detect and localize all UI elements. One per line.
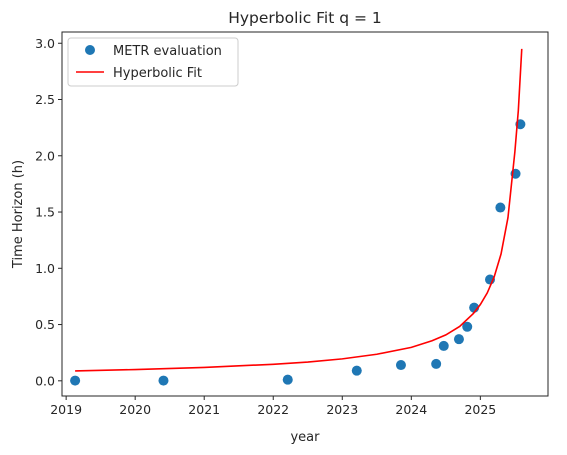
x-tick-label: 2025 (464, 402, 496, 417)
legend-box (67, 37, 239, 87)
legend: METR evaluation Hyperbolic Fit (67, 37, 239, 87)
x-tick-label: 2021 (188, 402, 220, 417)
y-tick-label: 3.0 (35, 36, 55, 51)
x-tick-label: 2019 (50, 402, 82, 417)
data-point (282, 374, 293, 385)
data-point (431, 358, 442, 369)
x-tick-label: 2023 (326, 402, 358, 417)
y-tick-label: 2.0 (35, 148, 55, 163)
fit-line (75, 48, 523, 372)
y-tick-label: 1.0 (35, 261, 55, 276)
data-point (351, 365, 362, 376)
data-point (70, 375, 81, 386)
legend-label-scatter: METR evaluation (113, 44, 222, 59)
x-tick-label: 2022 (257, 402, 289, 417)
y-axis-label: Time Horizon (h) (11, 160, 26, 269)
y-tick-label: 0.5 (35, 317, 55, 332)
data-point (462, 321, 473, 332)
x-tick-label: 2024 (395, 402, 427, 417)
y-tick-label: 2.5 (35, 92, 55, 107)
x-tick-label: 2020 (119, 402, 151, 417)
legend-marker-scatter (85, 45, 95, 55)
plot-area: 2019 2020 2021 2022 2023 2024 2025 0.0 0.5 1.0 1.5… (35, 36, 526, 417)
data-point (453, 334, 464, 345)
chart-title: Hyperbolic Fit q = 1 (228, 9, 382, 27)
data-point (495, 202, 506, 213)
y-tick-label: 0.0 (35, 373, 55, 388)
x-axis-label: year (290, 430, 320, 445)
axes-frame (61, 31, 549, 397)
data-point (438, 340, 449, 351)
y-tick-label: 1.5 (35, 205, 55, 220)
data-point (395, 360, 406, 371)
legend-label-line: Hyperbolic Fit (113, 66, 202, 81)
data-point (158, 375, 169, 386)
